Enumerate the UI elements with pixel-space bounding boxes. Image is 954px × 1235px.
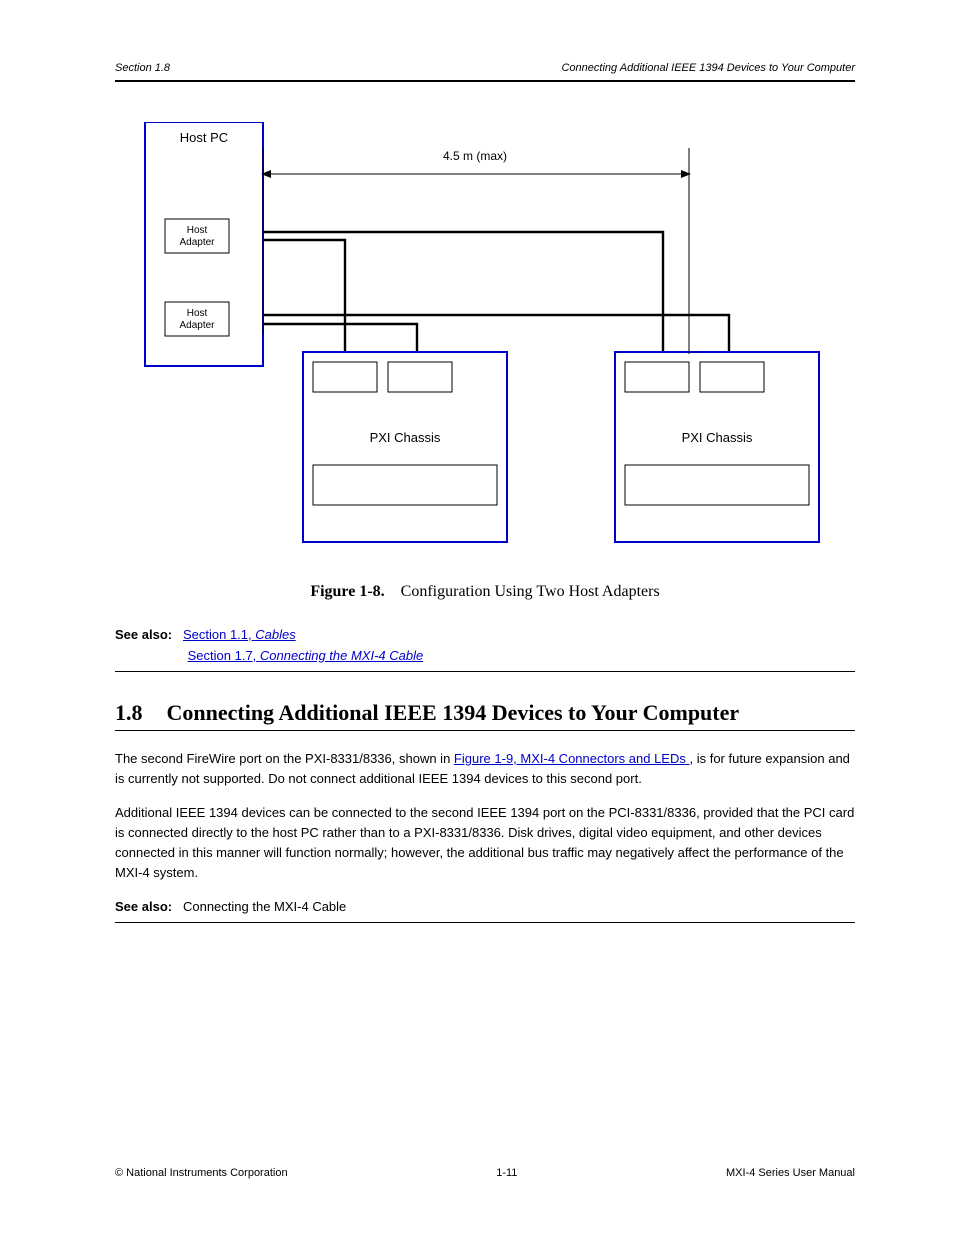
header-title: Connecting Additional IEEE 1394 Devices … <box>561 62 855 74</box>
see-also-link-1[interactable]: Section 1.1, Cables <box>183 627 296 642</box>
see-also-link-2[interactable]: Section 1.7, Connecting the MXI-4 Cable <box>188 648 424 663</box>
section-title: Connecting Additional IEEE 1394 Devices … <box>167 700 740 726</box>
header-section: Section 1.8 <box>115 62 170 74</box>
section-paragraph-1: The second FireWire port on the PXI-8331… <box>115 749 855 789</box>
svg-text:PXI Chassis: PXI Chassis <box>682 430 753 445</box>
running-header: Section 1.8 Connecting Additional IEEE 1… <box>115 62 855 74</box>
see-also-label-2: See also: <box>115 899 172 914</box>
figure-number: Figure 1-8. <box>310 583 384 600</box>
figure-title: Configuration Using Two Host Adapters <box>401 583 660 600</box>
svg-text:Host: Host <box>187 308 208 319</box>
svg-text:Host PC: Host PC <box>180 130 228 145</box>
figure-link[interactable]: Figure 1-9, MXI-4 Connectors and LEDs <box>454 751 690 766</box>
section-heading: 1.8 Connecting Additional IEEE 1394 Devi… <box>115 700 855 731</box>
svg-text:Host: Host <box>187 225 208 236</box>
figure-caption: Figure 1-8. Configuration Using Two Host… <box>115 583 855 601</box>
page-footer: © National Instruments Corporation 1-11 … <box>115 1167 855 1179</box>
header-rule <box>115 80 855 82</box>
svg-text:Adapter: Adapter <box>179 320 215 331</box>
see-also-text-2: Connecting the MXI-4 Cable <box>183 899 346 914</box>
diagram-container: Host PCHostAdapterHostAdapterPXI Chassis… <box>115 122 855 565</box>
footer-page: 1-11 <box>496 1167 517 1179</box>
section-number: 1.8 <box>115 700 143 726</box>
connection-diagram: Host PCHostAdapterHostAdapterPXI Chassis… <box>115 122 855 562</box>
section-body: The second FireWire port on the PXI-8331… <box>115 749 855 884</box>
svg-text:PXI Chassis: PXI Chassis <box>370 430 441 445</box>
see-also-block: See also: Section 1.1, Cables Section 1.… <box>115 625 855 672</box>
svg-text:Adapter: Adapter <box>179 237 215 248</box>
footer-doc: MXI-4 Series User Manual <box>726 1167 855 1179</box>
footer-copyright: © National Instruments Corporation <box>115 1167 288 1179</box>
svg-text:4.5 m (max): 4.5 m (max) <box>443 149 507 163</box>
see-also-label: See also: <box>115 627 172 642</box>
see-also-block-2: See also: Connecting the MXI-4 Cable <box>115 897 855 922</box>
section-paragraph-2: Additional IEEE 1394 devices can be conn… <box>115 803 855 884</box>
